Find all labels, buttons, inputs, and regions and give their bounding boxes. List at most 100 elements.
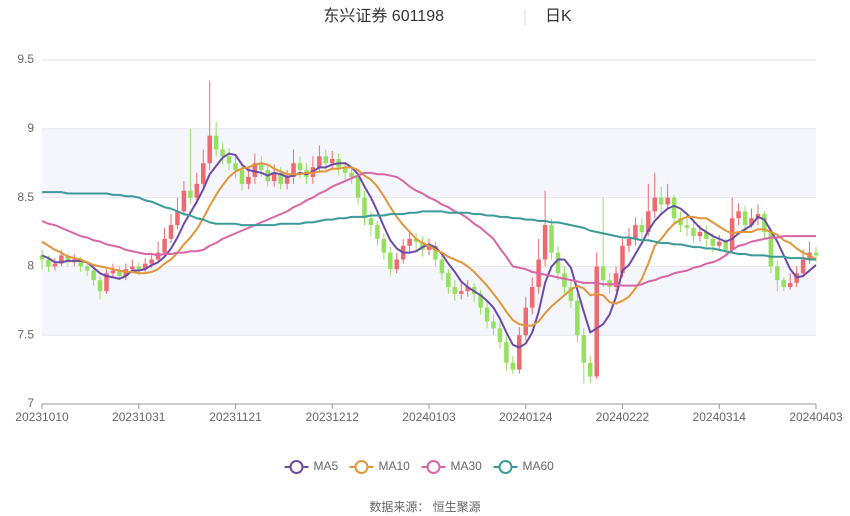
candle-body [59, 255, 64, 264]
candle-body [665, 197, 670, 205]
candle-body [813, 252, 819, 256]
candle-body [246, 176, 251, 184]
candle-body [555, 252, 561, 274]
candle-body [736, 211, 741, 219]
y-tick-label: 9.5 [17, 52, 34, 66]
candle-body [491, 321, 496, 329]
candle-body [639, 225, 645, 232]
candle-body [252, 163, 258, 177]
candle-body [439, 259, 445, 274]
candle-body [600, 266, 606, 281]
candle-body [149, 259, 154, 264]
candle-body [691, 227, 696, 237]
candle-body [168, 225, 174, 239]
candle-body [716, 241, 722, 246]
candle-body [239, 170, 245, 184]
candle-body [697, 232, 703, 237]
grid-band [42, 128, 816, 198]
candle-body [175, 211, 180, 226]
candle-body [362, 197, 367, 219]
candle-body [458, 291, 464, 294]
candle-body [568, 287, 574, 301]
ma-line [41, 171, 816, 287]
candle-body [658, 197, 664, 205]
candle-body [329, 159, 335, 164]
candle-body [317, 156, 322, 168]
candle-body [271, 172, 277, 182]
candle-body [497, 328, 503, 343]
candle-body [278, 172, 283, 184]
y-tick-label: 8 [27, 259, 34, 273]
candle-body [91, 270, 96, 281]
candle-body [39, 255, 45, 260]
legend-marker [289, 460, 304, 474]
y-tick-label: 7.5 [17, 327, 34, 341]
candle-body [136, 266, 142, 270]
candle-body [587, 362, 593, 377]
candle-body [284, 176, 290, 184]
x-tick-label: 20231212 [306, 410, 360, 424]
candle-body [575, 300, 580, 336]
candle-body [381, 238, 387, 253]
candle-body [104, 273, 109, 292]
candle-body [349, 172, 354, 177]
candle-body [781, 280, 787, 288]
candle-body [581, 335, 587, 363]
candle-body [117, 270, 122, 277]
ma-line [41, 162, 817, 327]
candle-body [749, 218, 754, 226]
candle-body [226, 156, 232, 164]
legend-marker [498, 460, 513, 474]
candle-body [768, 232, 774, 267]
candle-body [633, 225, 638, 239]
x-tick-label: 20240403 [789, 410, 843, 424]
candle-body [710, 238, 716, 246]
candle-body [549, 225, 554, 253]
candle-body [97, 280, 103, 292]
candle-body [775, 266, 780, 281]
candle-body [594, 266, 599, 377]
candle-body [394, 259, 400, 270]
candle-body [368, 218, 374, 226]
candle-body [233, 163, 238, 171]
candle-body [762, 214, 767, 232]
candle-body [704, 232, 709, 239]
y-tick-label: 8.5 [17, 190, 34, 204]
legend-label: MA10 [379, 459, 411, 473]
candle-body [504, 342, 509, 363]
candle-body [78, 259, 83, 267]
candle-body [800, 259, 806, 274]
candle-body [323, 156, 329, 164]
candle-body [200, 163, 206, 184]
candle-body [188, 190, 193, 198]
candle-body [433, 245, 438, 260]
candle-body [517, 335, 522, 370]
candle-body [407, 238, 412, 246]
x-tick-label: 20240103 [402, 410, 456, 424]
candle-body [510, 362, 516, 370]
candle-body [207, 135, 212, 164]
candle-body [259, 163, 264, 171]
candle-body [355, 176, 361, 198]
x-tick-label: 20240222 [596, 410, 650, 424]
candle-body [787, 282, 793, 288]
candle-body [562, 273, 567, 288]
candle-body [446, 273, 451, 288]
candle-body [213, 135, 219, 150]
x-tick-label: 20231031 [112, 410, 166, 424]
candle-body [613, 273, 619, 288]
candle-body [742, 211, 748, 226]
candle-body [452, 287, 458, 294]
candle-body [65, 255, 71, 263]
candle-body [671, 197, 677, 219]
x-tick-label: 20231121 [209, 410, 262, 424]
legend-label: MA5 [314, 459, 339, 473]
candle-body [162, 238, 167, 253]
candle-body [220, 149, 225, 157]
candle-body [84, 266, 90, 271]
candle-body [194, 183, 200, 198]
legend-marker [354, 460, 369, 474]
candle-body [375, 225, 380, 239]
x-tick-label: 20240314 [693, 410, 747, 424]
